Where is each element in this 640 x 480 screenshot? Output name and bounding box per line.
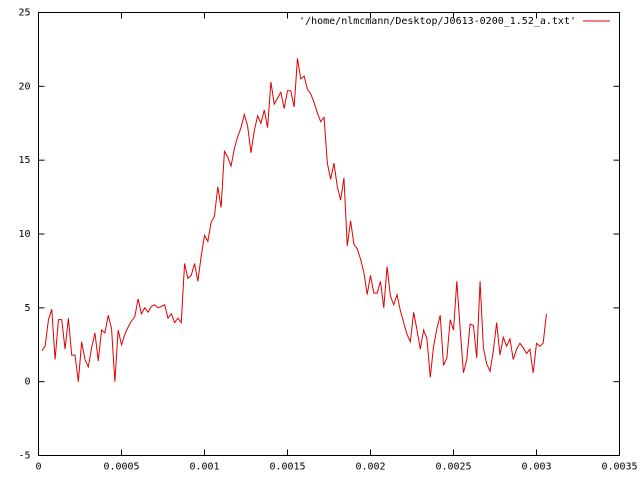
- x-tick-label: 0.002: [355, 462, 385, 473]
- data-line: [41, 58, 547, 382]
- x-tick-label: 0.0005: [103, 462, 139, 473]
- plot-frame: [38, 12, 620, 456]
- legend-label: '/home/nlmcmann/Desktop/J0613-0200_1.52_…: [299, 16, 576, 27]
- y-tick-label: 10: [18, 229, 30, 240]
- x-tick-label: 0.003: [521, 462, 551, 473]
- y-tick-label: -5: [18, 451, 30, 462]
- y-tick-label: 20: [18, 81, 30, 92]
- x-tick-label: 0.0015: [269, 462, 305, 473]
- y-tick-label: 5: [24, 303, 30, 314]
- x-tick-label: 0: [35, 462, 41, 473]
- y-tick-label: 15: [18, 155, 30, 166]
- y-tick-label: 25: [18, 8, 30, 19]
- x-tick-label: 0.0035: [601, 462, 637, 473]
- y-tick-label: 0: [24, 377, 30, 388]
- x-tick-label: 0.001: [189, 462, 219, 473]
- x-tick-label: 0.0025: [435, 462, 471, 473]
